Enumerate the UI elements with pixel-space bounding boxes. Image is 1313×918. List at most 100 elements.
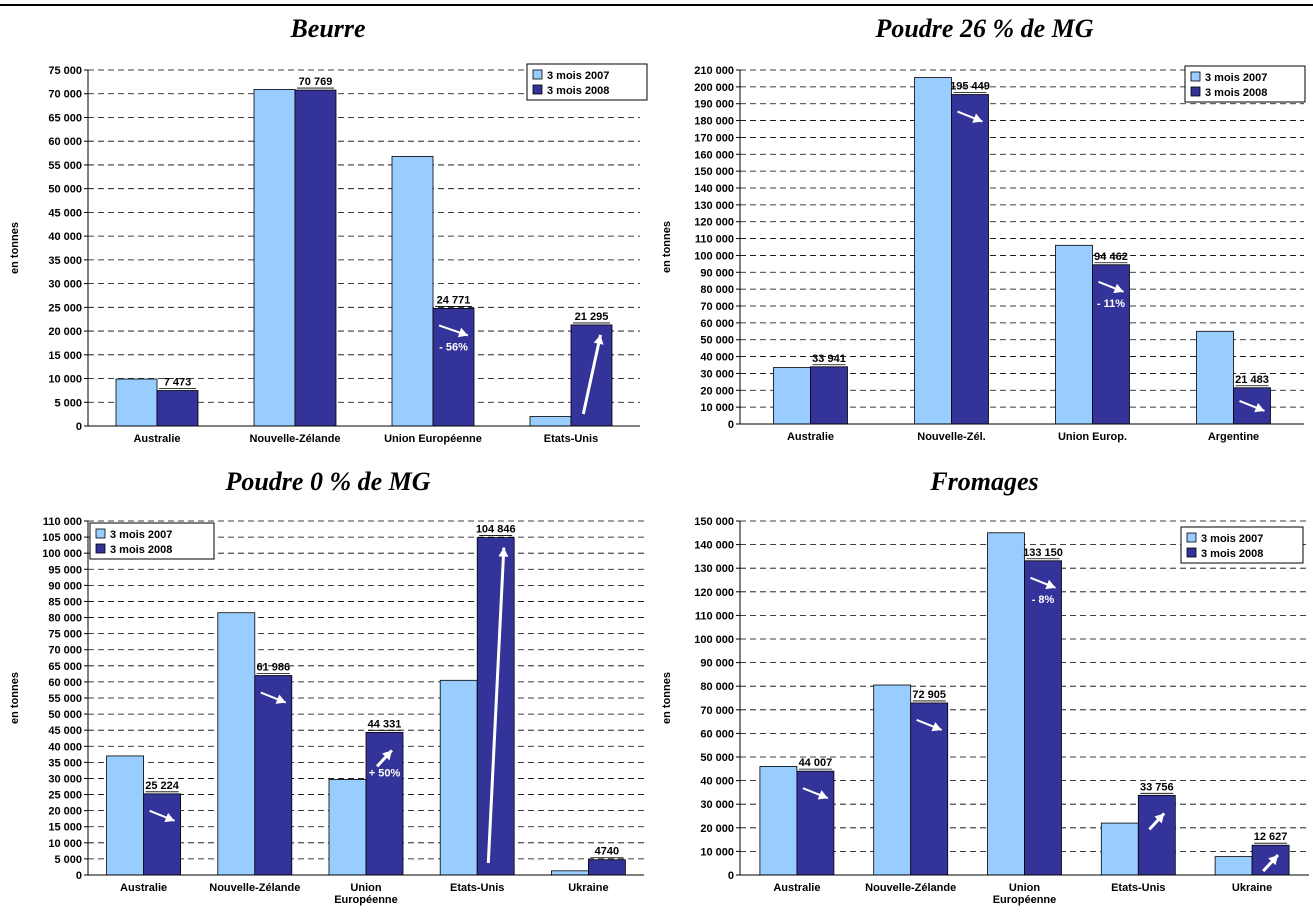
x-tick-label: Nouvelle-Zélande — [209, 882, 300, 894]
x-tick-label: Argentine — [1208, 431, 1259, 443]
y-axis-label: en tonnes — [9, 222, 21, 274]
y-tick-label: 95 000 — [48, 564, 82, 576]
change-label: - 11% — [1097, 298, 1125, 310]
data-label: 12 627 — [1254, 831, 1288, 843]
legend-swatch-2008 — [95, 543, 106, 554]
trend-arrow — [486, 547, 506, 864]
y-tick-label: 80 000 — [48, 613, 82, 625]
bar-2007 — [253, 89, 296, 427]
y-tick-label: 70 000 — [48, 89, 82, 101]
x-tick-label: Etats-Unis — [544, 433, 598, 445]
y-tick-label: 35 000 — [48, 255, 82, 267]
y-tick-label: 25 000 — [48, 790, 82, 802]
trend-arrow-head — [817, 790, 828, 800]
trend-arrow-head — [1154, 813, 1165, 824]
bar-2007 — [773, 367, 811, 425]
bar-2008 — [156, 390, 199, 427]
data-label: 7 473 — [164, 377, 192, 389]
bar-2008 — [294, 89, 337, 427]
data-label: 94 462 — [1094, 251, 1128, 263]
y-tick-label: 200 000 — [694, 82, 734, 94]
x-tick-label: Australie — [773, 882, 820, 894]
data-label: 33 941 — [812, 353, 846, 365]
legend: 3 mois 2007 3 mois 2008 — [89, 522, 215, 560]
data-label: 21 483 — [1235, 374, 1269, 386]
bar-2007 — [328, 779, 367, 876]
bar-2007 — [987, 532, 1025, 876]
y-tick-label: 10 000 — [48, 374, 82, 386]
bar-2008 — [365, 731, 404, 876]
y-tick-label: 45 000 — [48, 725, 82, 737]
legend-swatch-2007 — [1190, 71, 1201, 82]
gridlines — [88, 69, 640, 403]
x-tick-label: Ukraine — [1232, 882, 1272, 894]
y-tick-label: 20 000 — [700, 823, 734, 835]
trend-arrow-head — [382, 750, 392, 761]
data-label: 25 224 — [145, 780, 180, 792]
bars — [106, 537, 626, 876]
y-tick-label: 30 000 — [48, 773, 82, 785]
data-label: 44 331 — [368, 718, 402, 730]
y-tick-labels: 0 10 000 20 000 30 000 40 000 50 000 60 000 70 … — [694, 516, 740, 882]
y-tick-labels: 0 5 000 10 000 15 000 20 000 25 000 30 000 35 0… — [42, 516, 88, 882]
y-tick-label: 40 000 — [48, 231, 82, 243]
y-tick-label: 70 000 — [48, 645, 82, 657]
trend-arrow-head — [457, 327, 468, 338]
y-tick-label: 130 000 — [694, 563, 734, 575]
legend-label-2007: 3 mois 2007 — [547, 70, 609, 82]
y-tick-label: 80 000 — [700, 284, 734, 296]
data-label: 61 986 — [256, 662, 290, 674]
legend-swatch-2008 — [532, 84, 543, 95]
trend-arrow-head — [1254, 402, 1265, 413]
chart-title: Fromages — [930, 467, 1039, 496]
legend: 3 mois 2007 3 mois 2008 — [1184, 65, 1306, 103]
bar-2007 — [115, 378, 158, 427]
trend-arrow-head — [593, 334, 604, 345]
y-tick-label: 0 — [76, 421, 82, 433]
legend-swatch-2007 — [95, 528, 106, 539]
legend-box — [89, 522, 215, 560]
bar-2008 — [1092, 264, 1130, 425]
bar-2007 — [529, 416, 572, 427]
bar-2008 — [1137, 794, 1176, 876]
y-tick-label: 180 000 — [694, 116, 734, 128]
y-tick-label: 60 000 — [48, 136, 82, 148]
chart-poudre-0: Poudre 0 % de MG 0 5 000 10 000 15 000 20 00… — [0, 467, 656, 918]
y-tick-label: 40 000 — [700, 352, 734, 364]
trend-arrow-head — [498, 547, 509, 557]
legend-label-2008: 3 mois 2008 — [1205, 87, 1267, 99]
chart-svg: 0 5 000 10 000 15 000 20 000 25 000 30 000 35 0… — [9, 63, 648, 445]
legend-label-2007: 3 mois 2007 — [1201, 533, 1263, 545]
y-tick-label: 100 000 — [694, 250, 734, 262]
chart-title: Poudre 26 % de MG — [875, 14, 1094, 43]
y-tick-label: 110 000 — [43, 516, 82, 528]
y-tick-label: 55 000 — [48, 693, 82, 705]
trend-arrow-head — [1268, 855, 1278, 866]
y-tick-label: 20 000 — [48, 326, 82, 338]
bar-2007 — [1214, 856, 1253, 876]
y-tick-label: 85 000 — [48, 596, 82, 608]
y-tick-label: 0 — [76, 870, 82, 882]
trend-arrow-head — [972, 113, 983, 123]
change-label: - 56% — [439, 341, 468, 353]
x-tick-label: Ukraine — [568, 882, 608, 894]
bar-2007 — [873, 684, 912, 876]
y-axis-label: en tonnes — [9, 672, 21, 724]
x-tick-label: Nouvelle-Zél. — [917, 431, 985, 443]
trend-arrow-head — [931, 721, 942, 732]
x-tick-label: Nouvelle-Zélande — [249, 433, 340, 445]
y-tick-label: 10 000 — [700, 402, 734, 414]
legend-label-2008: 3 mois 2008 — [547, 85, 609, 97]
y-tick-label: 70 000 — [700, 705, 734, 717]
y-tick-label: 90 000 — [700, 267, 734, 279]
bar-2008 — [432, 308, 475, 427]
y-tick-label: 90 000 — [48, 580, 82, 592]
x-tick-label: Européenne — [334, 894, 398, 906]
data-label: 44 007 — [799, 757, 833, 769]
x-tick-label: Australie — [133, 433, 180, 445]
x-tick-label: Union Europ. — [1058, 431, 1127, 443]
legend-label-2008: 3 mois 2008 — [1201, 548, 1263, 560]
y-tick-label: 60 000 — [48, 677, 82, 689]
x-tick-label: Etats-Unis — [1111, 882, 1165, 894]
y-tick-label: 0 — [728, 870, 734, 882]
